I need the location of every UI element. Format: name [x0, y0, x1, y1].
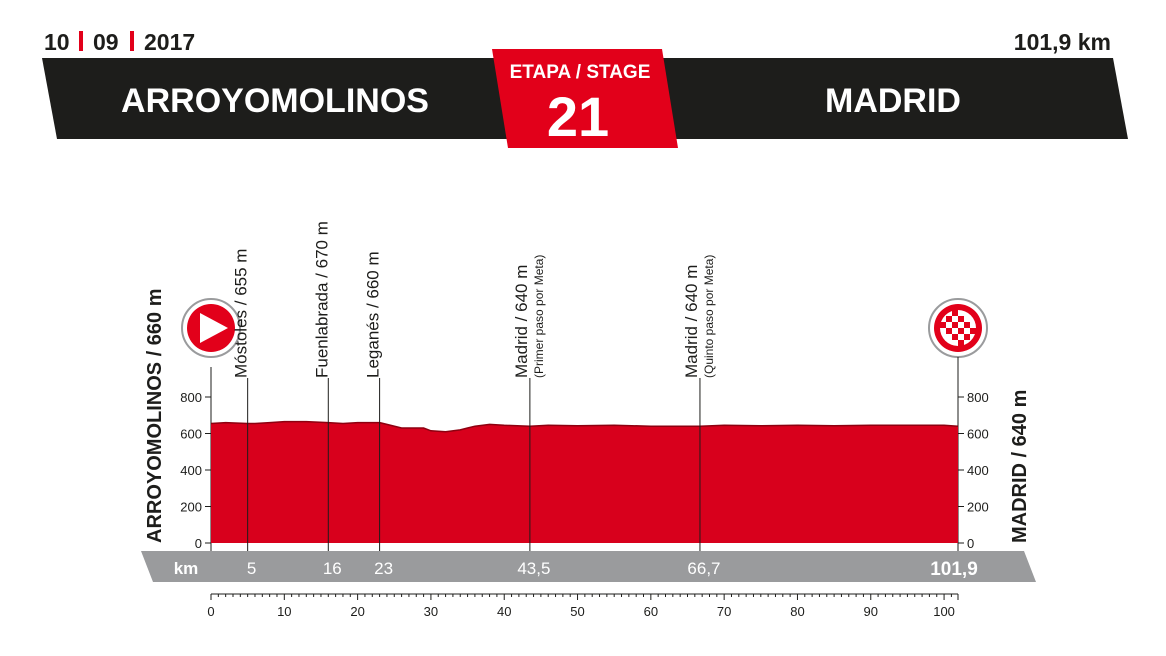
y-tick-label-right: 800 — [967, 390, 989, 405]
waypoint-name: Fuenlabrada / 670 m — [312, 221, 331, 378]
y-tick-label-left: 0 — [195, 536, 202, 551]
elevation-area — [211, 421, 958, 543]
checker-square — [952, 334, 958, 340]
checker-square — [940, 322, 946, 328]
km-bar-point: 66,7 — [687, 559, 720, 578]
x-tick-label: 100 — [933, 604, 955, 619]
checker-square — [946, 316, 952, 322]
km-bar-total: 101,9 — [930, 559, 978, 580]
y-tick-label-right: 400 — [967, 463, 989, 478]
km-bar-label: km — [174, 559, 199, 578]
y-tick-label-left: 600 — [180, 427, 202, 442]
x-tick-label: 10 — [277, 604, 291, 619]
y-tick-label-right: 200 — [967, 500, 989, 515]
km-bar-point: 16 — [323, 559, 342, 578]
stage-label: ETAPA / STAGE — [510, 62, 651, 83]
start-arrow-icon — [181, 298, 241, 358]
waypoint-note: (Primer paso por Meta) — [532, 255, 546, 378]
elevation-line — [210, 420, 959, 433]
km-bar-point: 5 — [247, 559, 256, 578]
y-tick-label-left: 400 — [180, 463, 202, 478]
y-tick-label-left: 200 — [180, 500, 202, 515]
waypoint-name: Leganés / 660 m — [364, 251, 383, 378]
x-tick-label: 70 — [717, 604, 731, 619]
x-tick-label: 90 — [864, 604, 878, 619]
date-separator — [79, 31, 83, 51]
x-tick-label: 80 — [790, 604, 804, 619]
y-tick-label-right: 0 — [967, 536, 974, 551]
checkered-flag-icon — [928, 298, 988, 358]
x-tick-label: 60 — [644, 604, 658, 619]
km-bar-point: 43,5 — [517, 559, 550, 578]
checker-square — [958, 340, 964, 346]
y-tick-label-left: 800 — [180, 390, 202, 405]
date-separator — [130, 31, 134, 51]
x-tick-label: 30 — [424, 604, 438, 619]
km-bar — [141, 551, 1036, 582]
waypoint-name: Madrid / 640 m — [512, 265, 531, 378]
checker-square — [952, 322, 958, 328]
date-year: 2017 — [144, 29, 195, 55]
checker-square — [958, 328, 964, 334]
x-tick-label: 40 — [497, 604, 511, 619]
checker-square — [964, 322, 970, 328]
checker-square — [946, 328, 952, 334]
x-tick-label: 0 — [207, 604, 214, 619]
checker-square — [958, 316, 964, 322]
checker-square — [970, 328, 976, 334]
checker-square — [952, 310, 958, 316]
km-bar-point: 23 — [374, 559, 393, 578]
stage-distance: 101,9 km — [1014, 29, 1111, 55]
date-month: 09 — [93, 29, 119, 55]
finish-side-label: MADRID / 640 m — [1009, 390, 1031, 543]
x-tick-label: 50 — [570, 604, 584, 619]
waypoint-name: Madrid / 640 m — [682, 265, 701, 378]
x-tick-label: 20 — [350, 604, 364, 619]
stage-number: 21 — [547, 85, 609, 148]
start-city: ARROYOMOLINOS — [121, 82, 429, 120]
date-day: 10 — [44, 29, 70, 55]
finish-city: MADRID — [825, 82, 961, 120]
waypoint-name: Móstoles / 655 m — [232, 249, 251, 378]
y-tick-label-right: 600 — [967, 427, 989, 442]
stage-badge — [492, 49, 678, 148]
stage-date: 10 09 2017 — [44, 29, 195, 55]
start-side-label: ARROYOMOLINOS / 660 m — [144, 289, 166, 544]
checker-square — [964, 334, 970, 340]
waypoint-note: (Quinto paso por Meta) — [702, 255, 716, 378]
